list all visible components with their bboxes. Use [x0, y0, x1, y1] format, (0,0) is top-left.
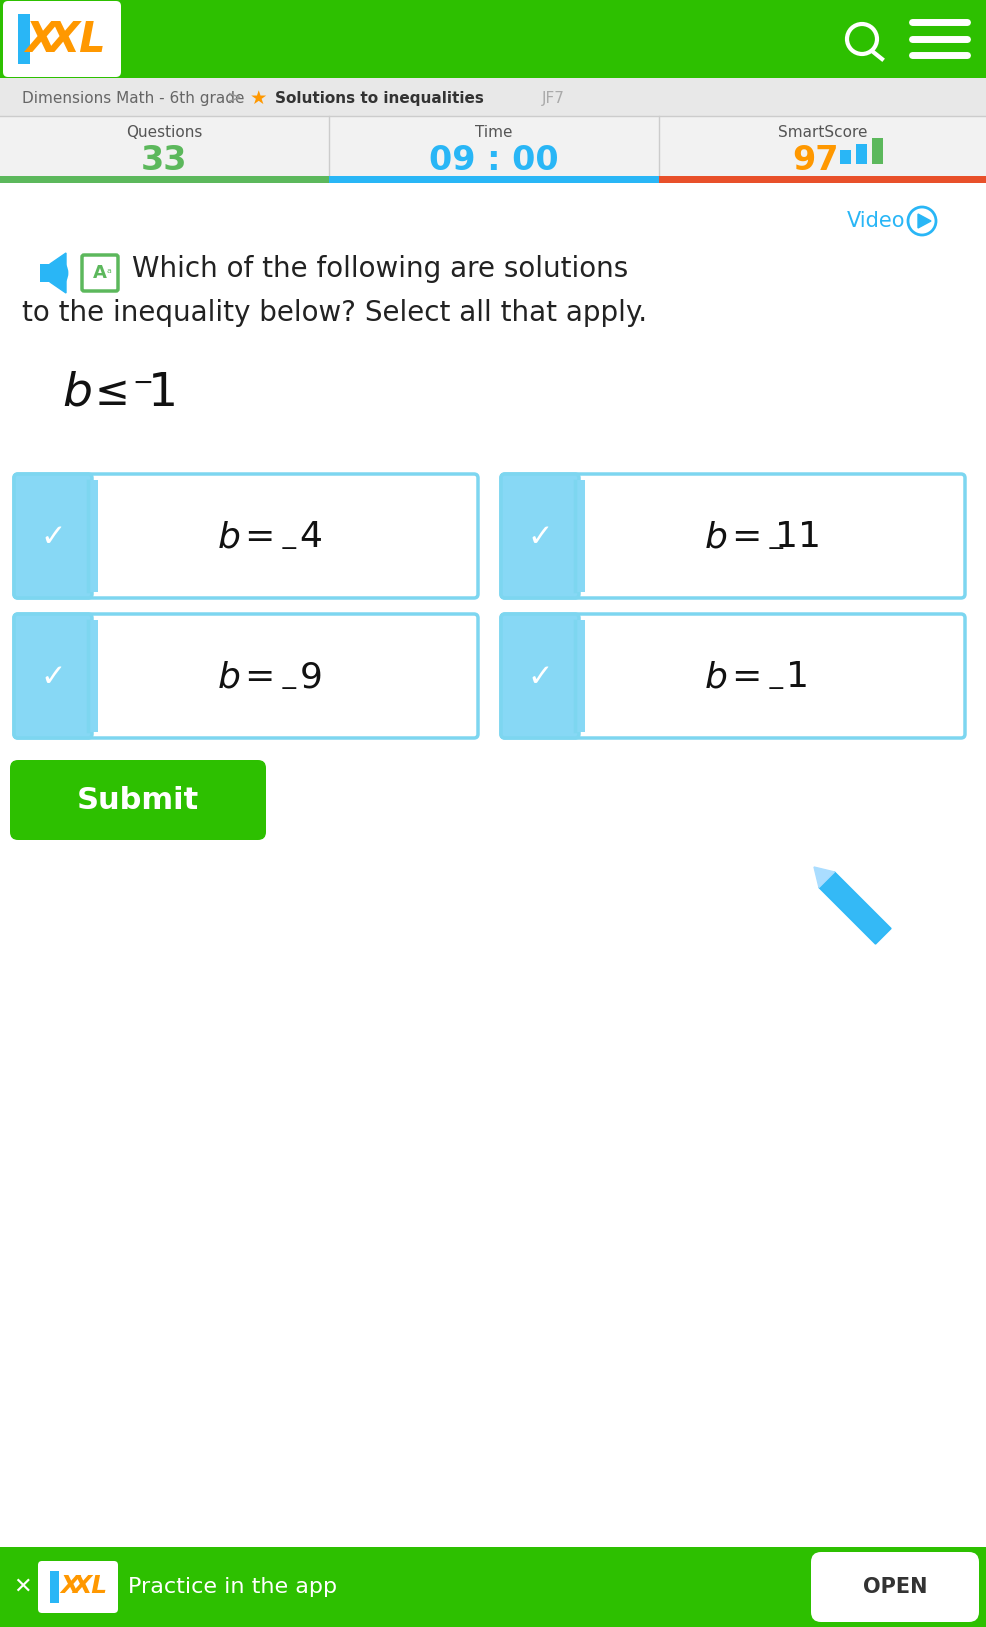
Polygon shape	[50, 254, 66, 293]
Bar	[573, 480, 585, 592]
Text: A: A	[93, 264, 106, 281]
Text: Questions: Questions	[125, 125, 202, 140]
Text: XL: XL	[46, 20, 106, 60]
Text: −: −	[279, 539, 298, 560]
FancyBboxPatch shape	[810, 1552, 978, 1622]
Bar	[86, 480, 98, 592]
FancyBboxPatch shape	[14, 613, 477, 739]
Text: 09 : 00: 09 : 00	[429, 143, 558, 176]
Text: ✓: ✓	[527, 662, 552, 691]
Bar	[871, 138, 882, 164]
Text: =: =	[730, 521, 760, 555]
Bar	[0, 1547, 986, 1627]
Text: OPEN: OPEN	[862, 1577, 926, 1598]
Text: =: =	[244, 521, 274, 555]
Text: X: X	[25, 20, 57, 60]
Text: 33: 33	[141, 143, 187, 176]
Text: Practice in the app: Practice in the app	[128, 1577, 337, 1598]
Text: Solutions to inequalities: Solutions to inequalities	[275, 91, 483, 106]
Text: Video: Video	[846, 212, 904, 231]
FancyBboxPatch shape	[501, 613, 579, 739]
Polygon shape	[813, 867, 833, 887]
Bar	[50, 1572, 59, 1603]
FancyBboxPatch shape	[14, 473, 477, 599]
Text: =: =	[730, 661, 760, 695]
FancyBboxPatch shape	[501, 613, 964, 739]
Text: −: −	[766, 678, 785, 700]
Text: 97: 97	[791, 143, 838, 176]
Bar	[40, 264, 50, 281]
FancyBboxPatch shape	[501, 473, 964, 599]
Bar	[573, 620, 585, 732]
Text: $b$: $b$	[217, 521, 241, 555]
Text: $b$: $b$	[704, 521, 727, 555]
Polygon shape	[818, 872, 890, 944]
Text: JF7: JF7	[541, 91, 564, 106]
Text: SmartScore: SmartScore	[778, 125, 867, 140]
FancyBboxPatch shape	[14, 473, 92, 599]
Text: $b$: $b$	[217, 661, 241, 695]
Text: >: >	[226, 89, 242, 107]
Text: $b$: $b$	[62, 371, 92, 415]
Text: 1: 1	[786, 661, 809, 695]
Text: ✓: ✓	[40, 662, 66, 691]
Text: X: X	[60, 1573, 80, 1598]
Text: ≤: ≤	[95, 373, 130, 413]
Text: 1: 1	[148, 371, 177, 415]
Text: to the inequality below? Select all that apply.: to the inequality below? Select all that…	[22, 299, 647, 327]
Polygon shape	[917, 215, 930, 228]
Bar	[0, 78, 986, 116]
Text: −: −	[279, 678, 298, 700]
Bar	[328, 176, 659, 182]
Text: Which of the following are solutions: Which of the following are solutions	[132, 255, 628, 283]
Text: ✓: ✓	[527, 522, 552, 552]
Bar	[0, 182, 986, 1547]
Text: ₐ: ₐ	[106, 262, 111, 275]
Bar	[18, 15, 30, 63]
Text: XL: XL	[72, 1573, 107, 1598]
FancyBboxPatch shape	[38, 1560, 118, 1612]
FancyBboxPatch shape	[501, 473, 579, 599]
Text: Submit: Submit	[77, 786, 199, 815]
FancyBboxPatch shape	[3, 2, 121, 76]
Bar	[0, 176, 328, 182]
Text: −: −	[132, 371, 153, 395]
Text: −: −	[766, 539, 785, 560]
Text: 9: 9	[300, 661, 322, 695]
Text: Time: Time	[475, 125, 513, 140]
Text: ✕: ✕	[13, 1577, 32, 1598]
Text: =: =	[244, 661, 274, 695]
FancyBboxPatch shape	[14, 613, 92, 739]
Bar	[0, 116, 986, 176]
Bar	[0, 0, 986, 78]
Bar	[855, 145, 866, 164]
Text: $b$: $b$	[704, 661, 727, 695]
Text: ✓: ✓	[40, 522, 66, 552]
FancyBboxPatch shape	[10, 760, 266, 840]
Text: ★: ★	[249, 88, 266, 107]
Text: 11: 11	[774, 521, 820, 555]
Bar	[839, 150, 850, 164]
Bar	[659, 176, 986, 182]
Bar	[86, 620, 98, 732]
Text: Dimensions Math - 6th grade: Dimensions Math - 6th grade	[22, 91, 245, 106]
Text: 4: 4	[299, 521, 322, 555]
